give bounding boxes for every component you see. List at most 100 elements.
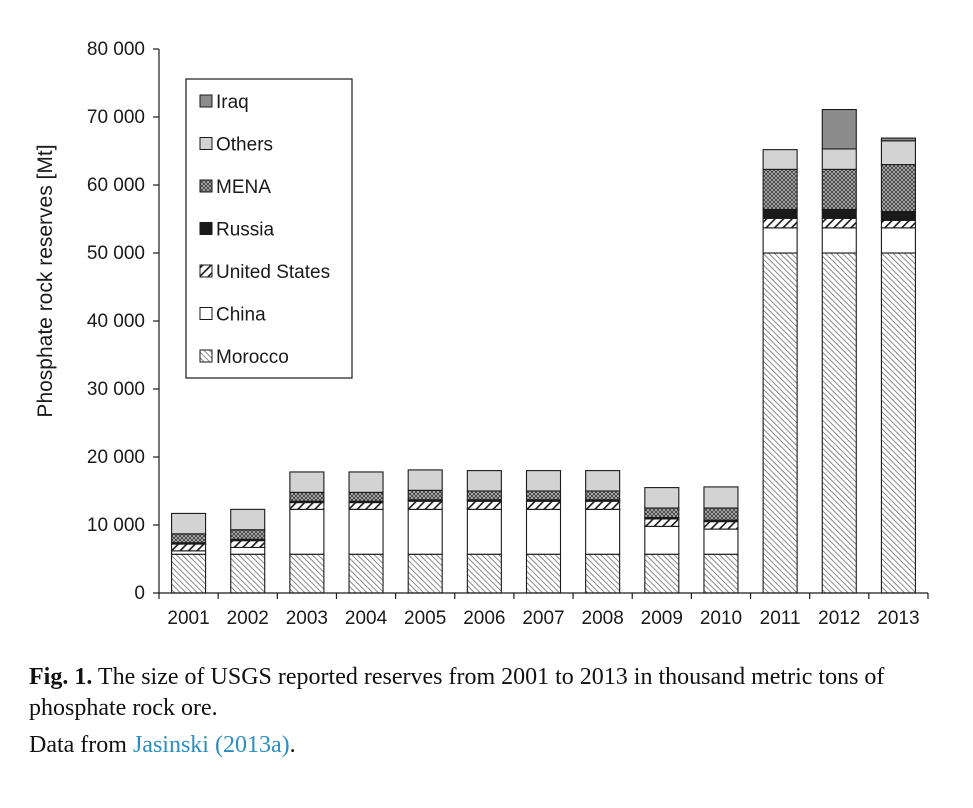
- y-tick-label: 0: [134, 583, 145, 604]
- bar-china-2010: [703, 528, 739, 555]
- bar-morocco-2002: [230, 553, 266, 594]
- y-tick-label: 40 000: [87, 311, 145, 332]
- bar-russia-2012: [821, 208, 857, 219]
- bars-layer: [171, 108, 916, 594]
- y-tick-label: 30 000: [87, 379, 145, 400]
- bar-iraq-2012: [821, 108, 857, 150]
- bar-united-states-2010: [703, 521, 739, 530]
- bar-others-2003: [289, 471, 325, 493]
- x-tick-label: 2009: [641, 608, 683, 629]
- legend-label-others: Others: [216, 135, 273, 156]
- bar-mena-2006: [466, 490, 502, 501]
- bar-china-2005: [407, 508, 443, 555]
- chart-area: 0 10 000 20 000 30 000 40 000 50 000 60 000 70 …: [34, 39, 929, 629]
- bar-mena-2004: [348, 491, 384, 502]
- x-tick-label: 2007: [522, 608, 564, 629]
- legend: Iraq Others MENA Russia United States China Mo…: [185, 78, 353, 379]
- source-suffix: .: [289, 732, 296, 758]
- bar-united-states-2013: [880, 219, 916, 229]
- bar-mena-2010: [703, 507, 739, 521]
- bar-others-2009: [644, 487, 680, 509]
- y-tick-label: 20 000: [87, 447, 145, 468]
- x-tick-label: 2010: [700, 608, 742, 629]
- bar-mena-2012: [821, 168, 857, 211]
- y-tick-label: 10 000: [87, 515, 145, 536]
- bar-morocco-2003: [289, 553, 325, 594]
- x-tick-label: 2004: [345, 608, 388, 629]
- bar-china-2013: [880, 227, 916, 254]
- bar-united-states-2005: [407, 500, 443, 510]
- bar-united-states-2009: [644, 518, 680, 527]
- y-tick-label: 70 000: [87, 107, 145, 128]
- legend-label-morocco: Morocco: [216, 347, 289, 368]
- bar-united-states-2004: [348, 502, 384, 510]
- legend-label-china: China: [216, 305, 266, 326]
- bar-mena-2011: [762, 168, 798, 211]
- bar-mena-2008: [585, 490, 621, 501]
- bar-united-states-2012: [821, 217, 857, 229]
- labels-layer: Phosphate rock reserves [Mt]: [34, 144, 57, 417]
- bar-morocco-2005: [407, 553, 443, 594]
- legend-swatch-china: [199, 307, 213, 320]
- bar-mena-2001: [171, 533, 207, 544]
- citation-link[interactable]: Jasinski (2013a): [132, 732, 290, 758]
- bar-morocco-2011: [762, 252, 798, 594]
- x-tick-label: 2002: [227, 608, 269, 629]
- bar-mena-2007: [525, 490, 562, 501]
- bar-china-2012: [821, 227, 857, 254]
- bar-morocco-2007: [525, 553, 562, 594]
- bar-morocco-2001: [171, 553, 207, 594]
- bar-morocco-2012: [821, 252, 857, 594]
- x-tick-label: 2008: [582, 608, 624, 629]
- legend-label-russia: Russia: [216, 220, 275, 241]
- legend-swatch-russia: [199, 222, 213, 235]
- caption-text: The size of USGS reported reserves from …: [29, 664, 885, 721]
- bar-morocco-2004: [348, 553, 384, 594]
- bar-united-states-2007: [525, 500, 562, 510]
- x-tick-label: 2013: [877, 608, 919, 629]
- bar-others-2007: [525, 470, 562, 492]
- x-tick-label: 2003: [286, 608, 328, 629]
- legend-label-mena: MENA: [216, 177, 271, 198]
- x-tick-label: 2011: [760, 608, 801, 629]
- y-tick-label: 50 000: [87, 243, 145, 264]
- bar-morocco-2010: [703, 553, 739, 594]
- bar-morocco-2008: [585, 553, 621, 594]
- bar-china-2006: [466, 508, 502, 555]
- bar-morocco-2009: [644, 553, 680, 594]
- bar-others-2002: [230, 508, 266, 531]
- y-axis-title: Phosphate rock reserves [Mt]: [34, 144, 57, 417]
- x-tick-label: 2006: [463, 608, 505, 629]
- legend-swatch-others: [199, 137, 213, 150]
- bar-china-2007: [525, 508, 562, 555]
- bar-mena-2013: [880, 164, 916, 213]
- bar-russia-2013: [880, 210, 916, 221]
- bar-mena-2002: [230, 529, 266, 540]
- x-tick-label: 2001: [167, 608, 209, 629]
- bar-china-2003: [289, 508, 325, 555]
- bar-others-2004: [348, 471, 384, 493]
- axes-layer: 0 10 000 20 000 30 000 40 000 50 000 60 000 70 …: [87, 39, 929, 629]
- legend-swatch-united-states: [199, 264, 213, 278]
- bar-china-2011: [762, 227, 798, 254]
- bar-others-2011: [762, 149, 798, 170]
- bar-mena-2003: [289, 491, 325, 502]
- bar-china-2002: [230, 546, 266, 555]
- bar-united-states-2001: [171, 543, 207, 552]
- bar-others-2012: [821, 148, 857, 170]
- bar-united-states-2008: [585, 500, 621, 510]
- bar-others-2005: [407, 469, 443, 491]
- bar-morocco-2013: [880, 252, 916, 594]
- stacked-bar-chart: 0 10 000 20 000 30 000 40 000 50 000 60 000 70 …: [34, 39, 929, 629]
- x-tick-label: 2012: [818, 608, 860, 629]
- bar-china-2009: [644, 525, 680, 555]
- bar-united-states-2011: [762, 217, 798, 229]
- legend-swatch-iraq: [199, 94, 213, 108]
- figure-label: Fig. 1.: [29, 664, 93, 690]
- bar-russia-2011: [762, 208, 798, 219]
- figure-caption: Fig. 1. The size of USGS reported reserv…: [29, 662, 939, 761]
- bar-others-2013: [880, 140, 916, 166]
- bar-others-2008: [585, 470, 621, 492]
- y-tick-label: 60 000: [87, 175, 145, 196]
- source-prefix: Data from: [29, 732, 127, 758]
